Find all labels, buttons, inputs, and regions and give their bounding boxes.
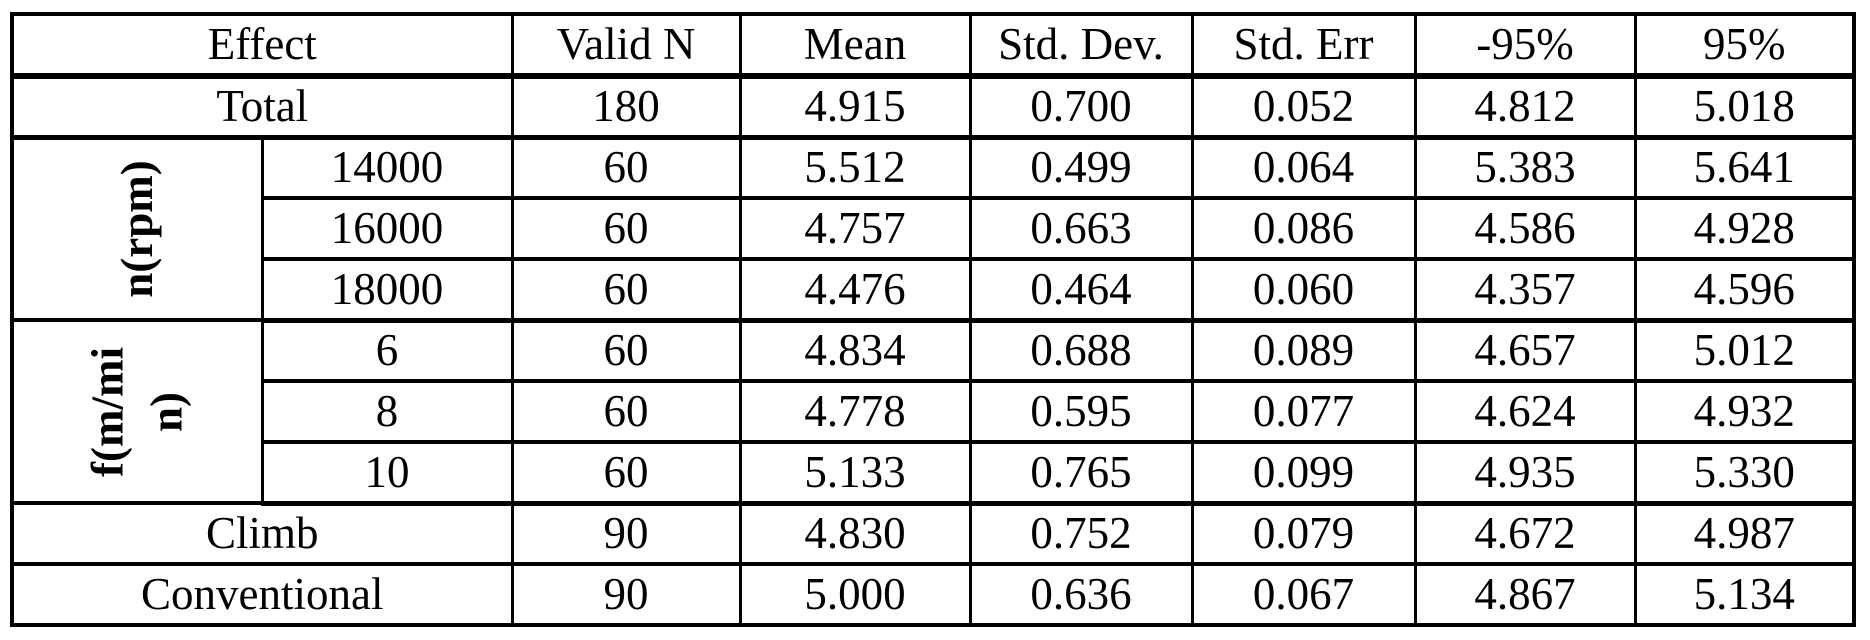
table-row-n-14000: n(rpm) 14000 60 5.512 0.499 0.064 5.383 …: [10, 135, 1856, 322]
table-cell: 60: [510, 440, 742, 506]
table-cell: 4.476: [738, 257, 972, 323]
table-cell: 0.464: [968, 257, 1194, 323]
table-cell: 0.700: [968, 74, 1194, 140]
table-cell: 0.595: [968, 379, 1194, 444]
table-cell: 5.012: [1633, 318, 1856, 383]
table-cell: 4.987: [1633, 501, 1856, 566]
table-row-f-8: 8 60 4.778 0.595 0.077 4.624 4.932: [12, 379, 1856, 444]
col-header-ci-low: -95%: [1413, 12, 1637, 79]
group-label-f-m-min: f(m/mi n): [10, 318, 264, 505]
table-cell: 0.752: [968, 501, 1194, 566]
col-header-std-dev: Std. Dev.: [968, 12, 1194, 79]
table-cell: 0.079: [1190, 501, 1417, 566]
table-row-total: Total 180 4.915 0.700 0.052 4.812 5.018: [10, 74, 1856, 140]
table-cell: 90: [510, 501, 742, 566]
level-label: 16000: [260, 196, 514, 261]
table-cell: 0.060: [1190, 257, 1417, 323]
table-cell: 4.928: [1633, 196, 1856, 261]
level-label: 10: [260, 440, 514, 506]
table-cell: 4.672: [1413, 501, 1637, 566]
table-cell: 4.867: [1413, 562, 1637, 627]
table-cell: 0.499: [968, 135, 1194, 200]
table-cell: 4.586: [1413, 196, 1637, 261]
level-label: 14000: [260, 135, 514, 200]
table-cell: 0.663: [968, 196, 1194, 261]
table-cell: 4.915: [738, 74, 972, 140]
stats-table-wrapper: Effect Valid N Mean Std. Dev. Std. Err -…: [10, 12, 1857, 627]
table-cell: 0.089: [1190, 318, 1417, 383]
table-cell: 4.596: [1633, 257, 1856, 323]
table-cell: 60: [510, 196, 742, 261]
table-cell: 4.357: [1413, 257, 1637, 323]
table-cell: 0.099: [1190, 440, 1417, 506]
col-header-ci-high: 95%: [1633, 12, 1856, 79]
table-cell: 5.641: [1633, 135, 1856, 200]
table-cell: 4.935: [1413, 440, 1637, 506]
table-cell: 5.383: [1413, 135, 1637, 200]
level-label: 6: [260, 318, 514, 383]
table-cell: 5.512: [738, 135, 972, 200]
table-row-f-10: 10 60 5.133 0.765 0.099 4.935 5.330: [12, 440, 1856, 506]
table-row-climb: Climb 90 4.830 0.752 0.079 4.672 4.987: [10, 501, 1856, 566]
table-row-n-16000: 16000 60 4.757 0.663 0.086 4.586 4.928: [12, 196, 1856, 261]
table-cell: 0.086: [1190, 196, 1417, 261]
table-cell: 5.018: [1633, 74, 1856, 140]
table-cell: 0.636: [968, 562, 1194, 627]
stats-table: Effect Valid N Mean Std. Dev. Std. Err -…: [10, 12, 1857, 627]
col-header-mean: Mean: [738, 12, 972, 79]
table-cell: 60: [510, 135, 742, 200]
table-row-conventional: Conventional 90 5.000 0.636 0.067 4.867 …: [10, 562, 1856, 627]
table-cell: 5.134: [1633, 562, 1856, 627]
table-cell: 0.077: [1190, 379, 1417, 444]
table-cell: 60: [510, 379, 742, 444]
table-cell: 0.052: [1190, 74, 1417, 140]
table-cell: 4.830: [738, 501, 972, 566]
col-header-valid-n: Valid N: [510, 12, 742, 79]
table-cell: 4.834: [738, 318, 972, 383]
rotated-group-label: f(m/mi n): [82, 346, 192, 477]
rotated-group-label: n(rpm): [112, 160, 162, 298]
row-label-total: Total: [10, 74, 514, 140]
table-cell: 0.067: [1190, 562, 1417, 627]
table-cell: 5.000: [738, 562, 972, 627]
table-cell: 4.624: [1413, 379, 1637, 444]
group-label-n-rpm: n(rpm): [10, 135, 264, 322]
table-cell: 60: [510, 318, 742, 383]
row-label-conventional: Conventional: [10, 562, 514, 627]
table-cell: 0.688: [968, 318, 1194, 383]
table-cell: 180: [510, 74, 742, 140]
level-label: 8: [260, 379, 514, 444]
table-cell: 90: [510, 562, 742, 627]
level-label: 18000: [260, 257, 514, 323]
table-row-n-18000: 18000 60 4.476 0.464 0.060 4.357 4.596: [12, 257, 1856, 323]
table-row-f-6: f(m/mi n) 6 60 4.834 0.688 0.089 4.657 5…: [10, 318, 1856, 505]
row-label-climb: Climb: [10, 501, 514, 566]
table-cell: 4.657: [1413, 318, 1637, 383]
table-cell: 4.812: [1413, 74, 1637, 140]
header-row: Effect Valid N Mean Std. Dev. Std. Err -…: [10, 12, 1856, 79]
table-cell: 0.765: [968, 440, 1194, 506]
table-cell: 4.932: [1633, 379, 1856, 444]
table-cell: 4.778: [738, 379, 972, 444]
col-header-effect: Effect: [10, 12, 514, 79]
table-cell: 60: [510, 257, 742, 323]
table-cell: 4.757: [738, 196, 972, 261]
table-cell: 5.330: [1633, 440, 1856, 506]
table-cell: 0.064: [1190, 135, 1417, 200]
col-header-std-err: Std. Err: [1190, 12, 1417, 79]
table-cell: 5.133: [738, 440, 972, 506]
